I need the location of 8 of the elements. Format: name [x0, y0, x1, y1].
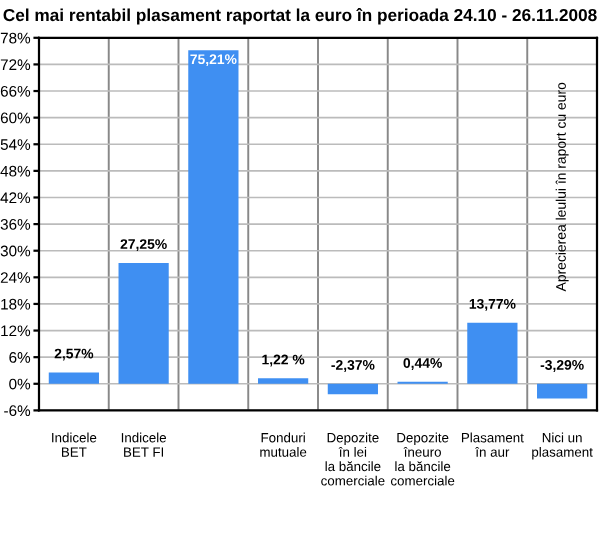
bar [48, 372, 99, 384]
bar [327, 383, 378, 395]
bar [467, 322, 518, 384]
bar [258, 378, 309, 384]
bar [188, 50, 239, 384]
bar [118, 262, 169, 384]
chart-title: Cel mai rentabil plasament raportat la euro în perioada 24.10 - 26.11.2008 [3, 8, 597, 25]
bar [537, 383, 588, 399]
